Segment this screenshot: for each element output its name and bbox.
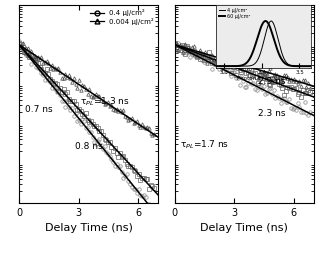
Text: 2.9 ns: 2.9 ns	[258, 77, 285, 86]
Text: τ$_{PL}$=1.3 ns: τ$_{PL}$=1.3 ns	[80, 95, 130, 107]
X-axis label: Delay Time (ns): Delay Time (ns)	[200, 223, 288, 233]
Text: 2.3 ns: 2.3 ns	[258, 109, 285, 118]
Text: τ$_{PL}$=1.7 ns: τ$_{PL}$=1.7 ns	[180, 139, 229, 151]
Text: 0.8 ns: 0.8 ns	[75, 142, 102, 151]
Legend: 0.4 μJ/cm², 0.004 μJ/cm²: 0.4 μJ/cm², 0.004 μJ/cm²	[89, 9, 155, 25]
X-axis label: Delay Time (ns): Delay Time (ns)	[45, 223, 132, 233]
Text: 0.7 ns: 0.7 ns	[25, 105, 52, 114]
